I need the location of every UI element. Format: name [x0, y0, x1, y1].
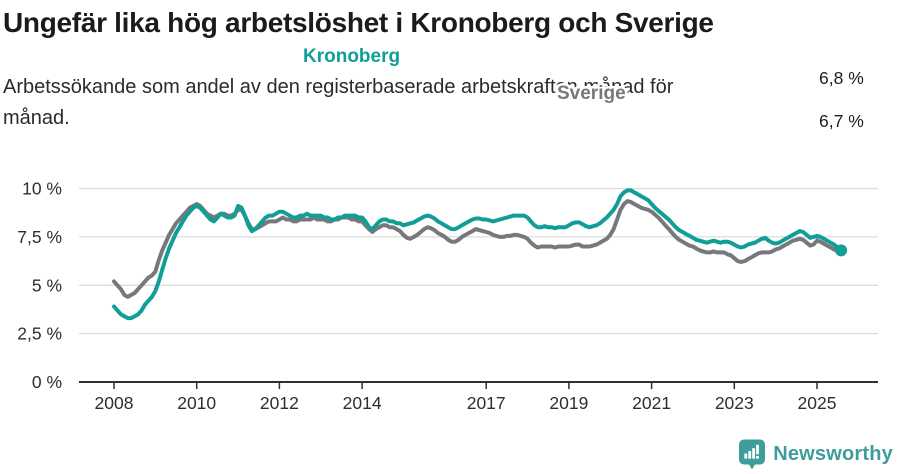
x-axis-tick-label: 2023 — [715, 393, 754, 413]
x-axis-tick-label: 2019 — [549, 393, 588, 413]
x-axis-tick-label: 2008 — [95, 393, 134, 413]
x-axis-tick-label: 2012 — [260, 393, 299, 413]
chart-title: Ungefär lika hög arbetslöshet i Kronober… — [3, 7, 714, 38]
kronoberg-line — [112, 188, 844, 321]
x-axis-tick-label: 2021 — [632, 393, 671, 413]
y-axis-tick-label: 7,5 % — [17, 227, 62, 247]
chart-subtitle-line2: månad. — [3, 107, 70, 129]
y-axis-tick-label: 10 % — [22, 179, 62, 199]
y-axis-tick-label: 5 % — [32, 275, 62, 295]
newsworthy-icon — [739, 439, 766, 470]
newsworthy-logo: Newsworthy — [738, 439, 893, 470]
x-axis-tick-label: 2010 — [177, 393, 216, 413]
newsworthy-wordmark: Newsworthy — [773, 443, 893, 465]
x-axis-tick-label: 2017 — [467, 393, 506, 413]
kronoberg-series-label: Kronoberg — [303, 46, 400, 67]
sverige-line — [112, 199, 844, 299]
y-axis-tick-label: 2,5 % — [17, 324, 62, 344]
y-axis-tick-label: 0 % — [32, 372, 62, 392]
kronoberg-end-dot — [835, 244, 848, 257]
x-axis-tick-label: 2025 — [798, 393, 837, 413]
chart-subtitle: Arbetssökande som andel av den registerb… — [3, 72, 863, 134]
x-axis-tick-label: 2014 — [343, 393, 382, 413]
chart-subtitle-line1: Arbetssökande som andel av den registerb… — [3, 76, 674, 98]
